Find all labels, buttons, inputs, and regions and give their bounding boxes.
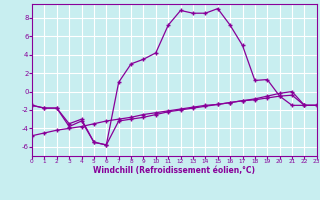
X-axis label: Windchill (Refroidissement éolien,°C): Windchill (Refroidissement éolien,°C) bbox=[93, 166, 255, 175]
